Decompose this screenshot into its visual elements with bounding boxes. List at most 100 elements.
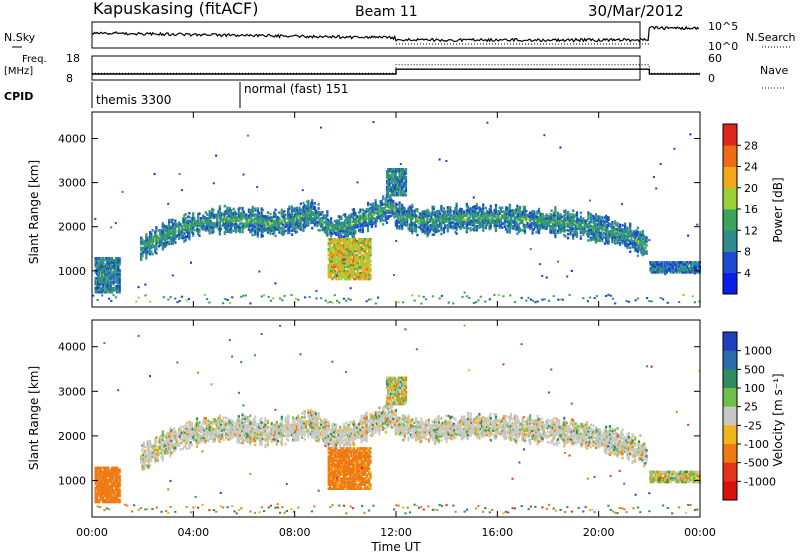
echo-cell <box>142 250 145 254</box>
echo-cell <box>558 216 561 220</box>
echo-cell <box>346 271 349 275</box>
echo-cell <box>369 239 372 243</box>
echo-cell <box>464 220 467 223</box>
echo-cell <box>273 221 276 225</box>
echo-cell <box>328 269 332 273</box>
echo-cell <box>472 302 475 305</box>
echo-cell <box>382 215 385 218</box>
echo-cell <box>313 220 316 223</box>
echo-cell <box>601 217 604 221</box>
echo-cell <box>342 247 345 251</box>
echo-cell <box>569 217 572 220</box>
echo-cell <box>368 218 371 222</box>
echo-cell <box>112 263 115 266</box>
echo-cell <box>472 224 475 227</box>
echo-cell <box>97 271 100 274</box>
echo-cell <box>313 214 316 217</box>
echo-cell <box>293 215 296 218</box>
echo-cell <box>461 210 465 213</box>
echo-cell <box>423 227 427 231</box>
echo-cell <box>184 218 187 222</box>
echo-cell <box>327 263 330 267</box>
echo-cell <box>368 249 371 253</box>
echo-cell <box>673 269 676 272</box>
echo-cell <box>663 265 666 268</box>
echo-cell <box>541 222 544 226</box>
echo-cell <box>484 206 487 210</box>
echo-cell <box>218 215 221 218</box>
echo-cell <box>160 235 163 238</box>
echo-cell <box>223 224 226 228</box>
echo-cell <box>309 207 313 211</box>
echo-cell <box>317 221 320 224</box>
echo-cell <box>417 219 420 223</box>
echo-cell <box>366 213 370 217</box>
echo-cell <box>606 225 609 229</box>
echo-cell <box>370 211 373 215</box>
echo-cell <box>342 235 345 238</box>
echo-cell <box>358 239 361 243</box>
echo-cell <box>316 222 319 226</box>
echo-cell <box>482 225 485 228</box>
y-tick-label: 3000 <box>58 177 86 190</box>
echo-cell <box>567 215 570 218</box>
echo-cell <box>173 228 176 232</box>
echo-cell <box>99 279 102 282</box>
echo-cell <box>625 243 628 246</box>
echo-cell <box>639 241 642 244</box>
echo-cell <box>398 211 401 214</box>
echo-cell <box>280 208 283 212</box>
echo-cell <box>398 207 401 210</box>
echo-cell <box>366 261 370 265</box>
echo-cell <box>387 187 390 191</box>
echo-cell <box>640 247 643 251</box>
echo-cell <box>515 208 518 211</box>
echo-cell <box>492 213 495 216</box>
echo-cell <box>197 232 200 236</box>
echo-cell <box>346 253 349 257</box>
echo-cell <box>425 227 428 230</box>
echo-cell <box>108 265 111 268</box>
echo-cell <box>179 233 182 236</box>
echo-cell <box>561 298 564 301</box>
echo-cell <box>537 229 541 233</box>
echo-cell <box>554 211 557 215</box>
echo-cell <box>341 226 344 229</box>
echo-cell <box>459 221 462 225</box>
echo-cell <box>368 245 371 249</box>
echo-cell <box>506 206 509 210</box>
echo-cell <box>98 275 101 278</box>
echo-cell <box>185 222 188 226</box>
echo-cell <box>351 239 354 243</box>
echo-cell <box>554 213 557 217</box>
echo-cell <box>426 222 429 226</box>
echo-cell <box>693 261 696 264</box>
echo-cell <box>568 229 571 232</box>
echo-cell <box>607 242 610 245</box>
echo-cell <box>388 197 391 200</box>
echo-cell <box>302 207 305 211</box>
echo-cell <box>387 211 390 214</box>
echo-cell <box>575 235 579 238</box>
echo-cell <box>270 219 273 223</box>
echo-cell <box>579 217 582 221</box>
echo-cell <box>147 460 150 464</box>
echo-cell <box>374 199 377 202</box>
echo-cell <box>151 252 154 256</box>
echo-cell <box>398 185 401 189</box>
echo-cell <box>350 229 353 232</box>
echo-cell <box>266 217 269 220</box>
echo-cell <box>112 279 115 282</box>
echo-cell <box>340 247 343 251</box>
echo-cell <box>426 234 429 238</box>
echo-cell <box>224 298 227 300</box>
echo-cell <box>227 228 230 232</box>
echo-cell <box>273 215 276 219</box>
echo-cell <box>282 229 285 233</box>
echo-cell <box>586 219 589 222</box>
echo-cell <box>368 273 371 277</box>
echo-cell <box>264 217 267 220</box>
echo-cell <box>149 449 152 453</box>
echo-cell <box>344 257 347 261</box>
echo-cell <box>185 429 188 432</box>
